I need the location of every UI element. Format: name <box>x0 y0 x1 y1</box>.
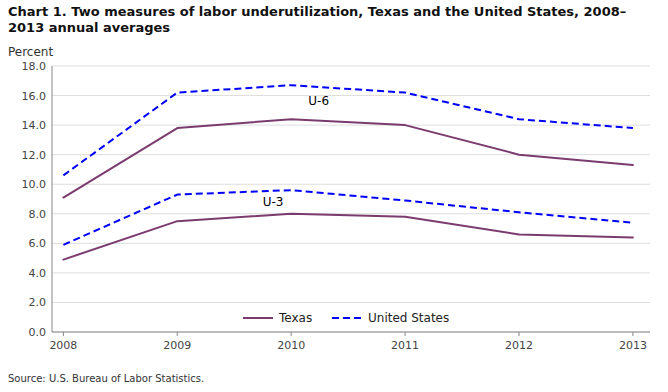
chart: Percent 0.0 2.0 4.0 6.0 8.0 10.0 12.0 14.0 16.0 18… <box>0 42 668 392</box>
source: Source: U.S. Bureau of Labor Statistics. <box>8 373 204 384</box>
y-label: Percent <box>8 45 53 59</box>
grid-line <box>52 154 650 155</box>
x-tick <box>519 332 520 336</box>
series-line <box>63 119 633 197</box>
x-tick-label: 2008 <box>49 339 77 352</box>
legend-label: United States <box>368 311 449 325</box>
y-tick-label: 2.0 <box>29 296 47 309</box>
x-tick-label: 2010 <box>277 339 305 352</box>
grid-line <box>52 272 650 273</box>
x-tick <box>63 332 64 336</box>
y-tick-label: 6.0 <box>29 237 47 250</box>
grid-line <box>52 66 650 67</box>
series-line <box>63 85 633 175</box>
x-tick-label: 2009 <box>163 339 191 352</box>
annotation: U-3 <box>263 195 284 209</box>
legend-label: Texas <box>278 311 312 325</box>
y-tick-label: 18.0 <box>22 60 47 73</box>
x-axis <box>52 332 650 333</box>
x-tick-label: 2012 <box>505 339 533 352</box>
x-tick <box>632 332 633 336</box>
y-tick-label: 8.0 <box>29 208 47 221</box>
x-tick <box>177 332 178 336</box>
series-line <box>63 214 633 260</box>
grid-line <box>52 332 650 333</box>
grid-line <box>52 243 650 244</box>
grid-line <box>52 184 650 185</box>
y-tick-label: 16.0 <box>22 90 47 103</box>
legend: Texas United States <box>243 311 449 325</box>
page: {"chart_data": { "type": "line", "title"… <box>0 0 668 392</box>
y-tick-label: 4.0 <box>29 267 47 280</box>
y-axis <box>52 66 53 332</box>
series-line <box>63 190 633 245</box>
annotation: U-6 <box>308 94 329 108</box>
y-tick-label: 10.0 <box>22 178 47 191</box>
x-tick-label: 2011 <box>391 339 419 352</box>
y-tick-label: 14.0 <box>22 119 47 132</box>
y-tick-label: 12.0 <box>22 149 47 162</box>
x-tick-label: 2013 <box>619 339 647 352</box>
grid-line <box>52 213 650 214</box>
title: Chart 1. Two measures of labor underutil… <box>8 4 658 36</box>
grid-line <box>52 125 650 126</box>
legend-swatch <box>332 317 362 319</box>
legend-swatch <box>243 317 273 319</box>
x-tick <box>291 332 292 336</box>
grid <box>52 66 650 332</box>
lines <box>63 85 633 259</box>
grid-line <box>52 95 650 96</box>
grid-line <box>52 302 650 303</box>
x-tick <box>405 332 406 336</box>
y-tick-label: 0.0 <box>29 326 47 339</box>
